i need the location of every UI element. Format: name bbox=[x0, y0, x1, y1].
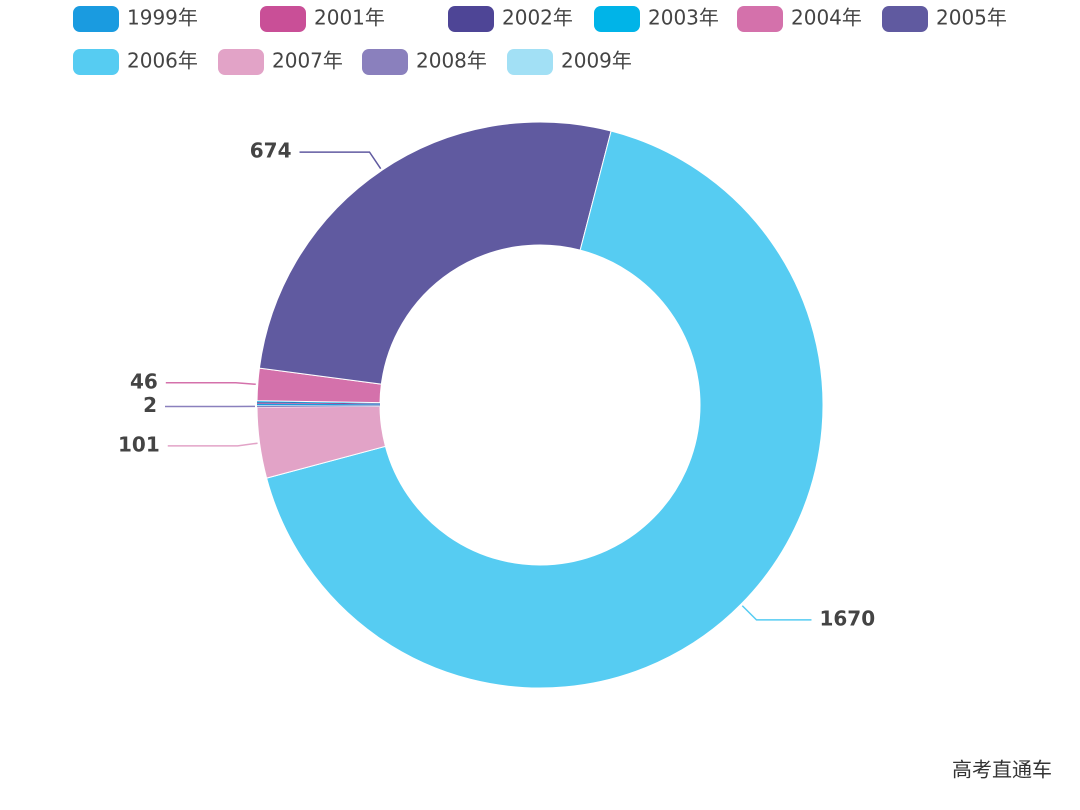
legend-swatch bbox=[73, 49, 119, 75]
watermark: 高考直通车 bbox=[952, 758, 1052, 782]
legend-label: 2007年 bbox=[272, 49, 343, 73]
data-label: 674 bbox=[250, 139, 292, 163]
legend-label: 2005年 bbox=[936, 6, 1007, 30]
donut-slice bbox=[257, 402, 381, 404]
legend-label: 2001年 bbox=[314, 6, 385, 30]
legend-swatch bbox=[882, 6, 928, 32]
legend-swatch bbox=[507, 49, 553, 75]
legend-swatch bbox=[737, 6, 783, 32]
donut-slice bbox=[257, 402, 381, 405]
legend-label: 2009年 bbox=[561, 49, 632, 73]
donut-slice bbox=[256, 405, 387, 479]
legend-swatch bbox=[448, 6, 494, 32]
data-label: 2 bbox=[143, 393, 157, 417]
donut-slice bbox=[257, 405, 381, 408]
leader-line bbox=[741, 605, 812, 621]
legend-swatch bbox=[218, 49, 264, 75]
legend-label: 2003年 bbox=[648, 6, 719, 30]
legend-swatch bbox=[73, 6, 119, 32]
data-label: 101 bbox=[118, 432, 160, 456]
donut-slice bbox=[265, 130, 824, 689]
legend-label: 2006年 bbox=[127, 49, 198, 73]
donut-slice bbox=[258, 121, 612, 385]
legend-label: 1999年 bbox=[127, 6, 198, 30]
legend-label: 2002年 bbox=[502, 6, 573, 30]
legend-label: 2008年 bbox=[416, 49, 487, 73]
donut-slice bbox=[257, 405, 381, 406]
leader-line bbox=[299, 151, 382, 170]
legend-swatch bbox=[594, 6, 640, 32]
donut-slice bbox=[257, 403, 381, 405]
leader-line bbox=[165, 382, 256, 385]
legend-label: 2004年 bbox=[791, 6, 862, 30]
legend-swatch bbox=[260, 6, 306, 32]
data-label: 46 bbox=[130, 369, 158, 393]
data-label: 1670 bbox=[819, 606, 875, 630]
legend-swatch bbox=[362, 49, 408, 75]
leader-line bbox=[167, 442, 258, 447]
